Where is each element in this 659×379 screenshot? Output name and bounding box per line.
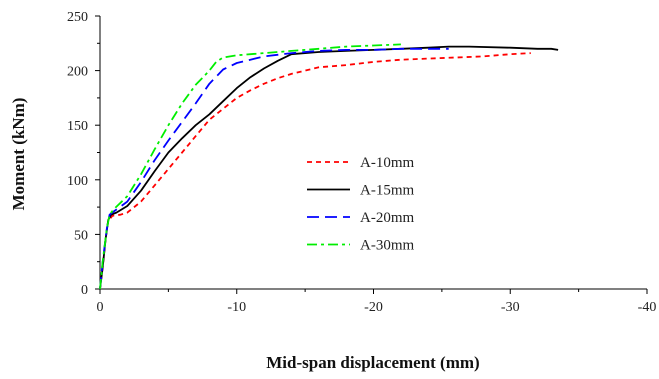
x-axis-title: Mid-span displacement (mm) bbox=[266, 353, 479, 372]
x-tick-label: -30 bbox=[501, 300, 520, 315]
y-tick-label: 200 bbox=[67, 65, 88, 80]
x-tick-label: -20 bbox=[364, 300, 383, 315]
y-tick-label: 100 bbox=[67, 174, 88, 189]
legend-label: A-30mm bbox=[360, 238, 414, 254]
series-line-a-30mm bbox=[99, 43, 401, 290]
legend-label: A-15mm bbox=[360, 183, 414, 199]
y-tick-label: 50 bbox=[74, 228, 88, 243]
series-line-a-10mm bbox=[99, 52, 531, 290]
y-tick-label: 150 bbox=[67, 119, 88, 134]
series-line-a-15mm bbox=[99, 45, 559, 290]
y-axis-title: Moment (kNm) bbox=[9, 98, 28, 211]
axes: 0 -10 -20 -30 -40 0 50 100 150 200 250 bbox=[67, 10, 656, 315]
legend-label: A-10mm bbox=[360, 155, 414, 171]
x-tick-label: 0 bbox=[97, 300, 104, 315]
y-tick-label: 250 bbox=[67, 10, 88, 25]
y-tick-label: 0 bbox=[81, 283, 88, 298]
x-tick-label: -40 bbox=[638, 300, 657, 315]
x-tick-label: -10 bbox=[227, 300, 246, 315]
legend-label: A-20mm bbox=[360, 210, 414, 226]
legend: A-10mm A-15mm A-20mm A-30mm bbox=[307, 155, 414, 254]
series-lines bbox=[99, 43, 559, 290]
